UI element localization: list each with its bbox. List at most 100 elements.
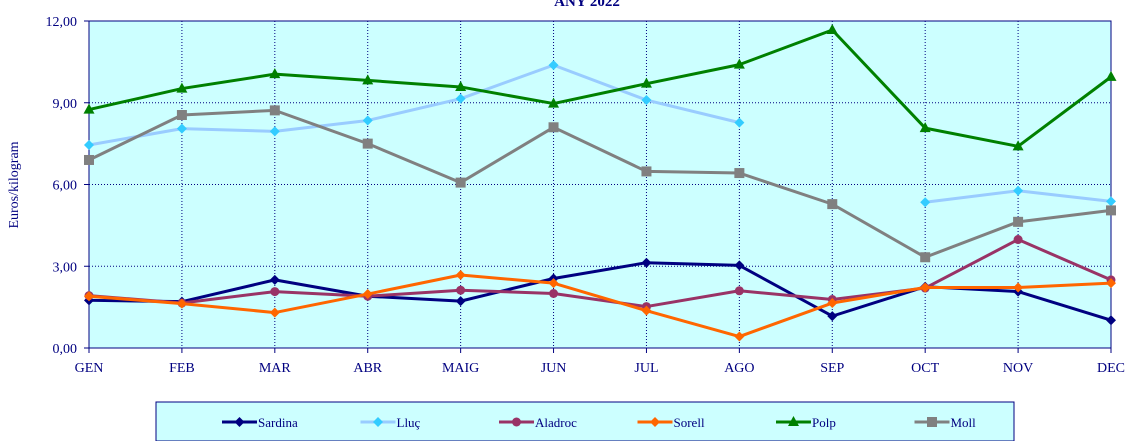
- y-axis-label: Euros/kilogram: [7, 141, 22, 228]
- data-point-sorell: [455, 269, 466, 280]
- data-point-polp: [826, 23, 838, 34]
- legend-item-aladroc: Aladroc: [499, 415, 577, 430]
- data-point-llu-: [920, 197, 931, 208]
- data-point-polp: [1105, 70, 1117, 81]
- x-tick-label: GEN: [75, 361, 104, 376]
- data-point-polp: [733, 58, 745, 69]
- y-tick-label: 0,00: [53, 342, 78, 357]
- legend-marker: [788, 416, 799, 426]
- data-point-polp: [269, 68, 281, 79]
- data-point-polp: [176, 82, 188, 93]
- data-point-sardina: [269, 274, 280, 285]
- data-point-llu-: [548, 60, 559, 71]
- legend-item-polp: Polp: [776, 415, 836, 430]
- data-point-polp: [362, 74, 374, 85]
- x-tick-label: JUN: [541, 361, 567, 376]
- data-point-sorell: [827, 298, 838, 309]
- data-point-moll: [176, 110, 187, 121]
- y-axis-ticks: 0,00 3,00 6,00 9,00 12,00: [46, 15, 89, 357]
- data-point-aladroc: [270, 287, 280, 297]
- data-point-llu-: [734, 117, 745, 128]
- y-tick-label: 12,00: [46, 15, 78, 30]
- data-point-moll: [455, 177, 466, 188]
- series-moll: [84, 105, 1116, 263]
- x-tick-label: JUL: [634, 361, 658, 376]
- data-point-moll: [362, 138, 373, 149]
- x-tick-label: OCT: [911, 361, 939, 376]
- data-point-polp: [1012, 140, 1024, 151]
- chart-title: ANY 2022: [554, 0, 620, 10]
- legend: Sardina Lluç Aladroc Sorell Polp Moll: [155, 401, 1015, 441]
- legend-marker: [927, 417, 937, 427]
- data-point-llu-: [176, 123, 187, 134]
- data-point-sorell: [1106, 278, 1116, 289]
- x-tick-label: NOV: [1003, 361, 1033, 376]
- data-point-llu-: [1013, 185, 1024, 196]
- legend-item-sardina: Sardina: [222, 415, 298, 430]
- data-point-sardina: [1106, 315, 1116, 326]
- legend-label: Lluç: [397, 415, 421, 430]
- data-point-sorell: [176, 298, 187, 309]
- x-tick-label: FEB: [169, 361, 195, 376]
- x-tick-label: MAR: [259, 361, 292, 376]
- x-tick-label: DEC: [1097, 361, 1125, 376]
- data-point-moll: [84, 154, 94, 165]
- data-point-polp: [919, 122, 931, 133]
- x-tick-label: AGO: [724, 361, 754, 376]
- legend-label: Moll: [951, 415, 977, 430]
- data-point-polp: [640, 77, 652, 88]
- data-point-moll: [827, 199, 838, 210]
- data-point-moll: [1106, 205, 1116, 216]
- x-tick-label: SEP: [820, 361, 844, 376]
- data-point-sardina: [827, 311, 838, 322]
- data-point-llu-: [1106, 196, 1116, 207]
- data-point-moll: [1013, 216, 1024, 227]
- legend-item-moll: Moll: [914, 415, 977, 430]
- x-tick-label: MAIG: [442, 361, 479, 376]
- legend-box: [155, 401, 1015, 441]
- series-line-sorell: [88, 273, 1112, 339]
- series-line-polp: [88, 28, 1112, 148]
- legend-item-llu-: Lluç: [360, 415, 421, 430]
- data-point-sardina: [455, 296, 466, 307]
- legend-item-sorell: Sorell: [637, 415, 705, 430]
- legend-label: Aladroc: [535, 415, 577, 430]
- data-point-sorell: [269, 307, 280, 318]
- legend-marker: [650, 417, 660, 427]
- data-point-moll: [548, 122, 559, 133]
- data-point-sorell: [548, 278, 559, 289]
- data-point-moll: [920, 252, 931, 263]
- data-point-llu-: [455, 93, 466, 104]
- data-point-aladroc: [549, 289, 559, 298]
- series-group: [83, 23, 1117, 342]
- data-point-moll: [269, 105, 280, 116]
- data-point-sorell: [84, 291, 94, 302]
- legend-marker: [373, 417, 383, 427]
- legend-label: Polp: [812, 415, 836, 430]
- series-polp: [83, 23, 1117, 151]
- data-point-llu-: [269, 126, 280, 137]
- data-point-sorell: [920, 282, 931, 293]
- data-point-sorell: [734, 331, 745, 342]
- data-point-sorell: [1013, 282, 1024, 293]
- series-line-aladroc: [88, 238, 1112, 309]
- y-tick-label: 3,00: [53, 260, 78, 275]
- series-line-moll: [88, 108, 1112, 259]
- data-point-llu-: [362, 115, 373, 126]
- data-point-moll: [641, 166, 652, 177]
- data-point-aladroc: [1013, 235, 1023, 245]
- data-point-moll: [734, 168, 745, 179]
- data-point-polp: [83, 103, 95, 114]
- data-point-sardina: [641, 257, 652, 268]
- series-sorell: [84, 269, 1116, 342]
- y-tick-label: 6,00: [53, 179, 78, 194]
- y-tick-label: 9,00: [53, 97, 78, 112]
- data-point-aladroc: [734, 286, 744, 296]
- data-point-llu-: [84, 139, 94, 150]
- data-point-llu-: [641, 95, 652, 106]
- data-point-polp: [455, 80, 467, 91]
- legend-label: Sorell: [674, 415, 705, 430]
- data-point-aladroc: [456, 285, 466, 295]
- series-llu-: [84, 60, 1116, 208]
